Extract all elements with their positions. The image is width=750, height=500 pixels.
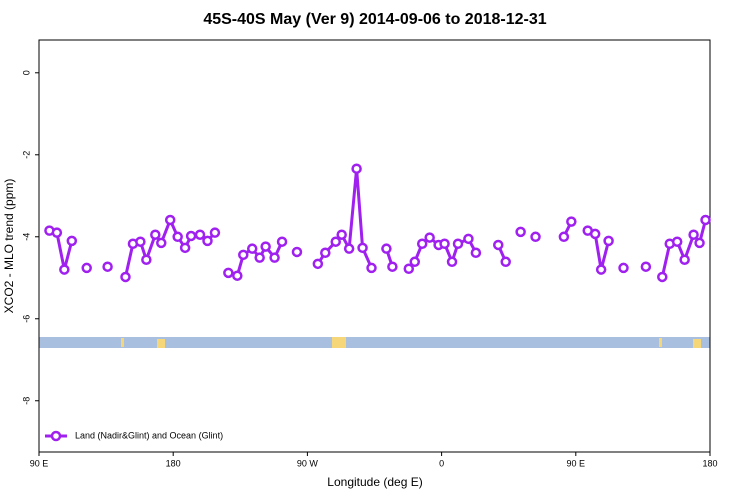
data-point bbox=[164, 214, 176, 226]
y-tick-label: -4 bbox=[21, 233, 31, 241]
data-point bbox=[700, 214, 711, 226]
data-point bbox=[66, 235, 78, 247]
data-point bbox=[51, 227, 63, 238]
land-patch bbox=[157, 339, 165, 348]
data-point bbox=[357, 242, 368, 254]
data-point bbox=[688, 229, 699, 240]
data-point bbox=[463, 233, 474, 245]
data-point bbox=[194, 229, 206, 240]
land-patch bbox=[693, 339, 701, 348]
y-tick-label: -6 bbox=[21, 315, 31, 323]
y-tick-label: 0 bbox=[21, 70, 31, 75]
y-axis-label: XCO2 - MLO trend (ppm) bbox=[2, 179, 16, 314]
chart-title: 45S-40S May (Ver 9) 2014-09-06 to 2018-1… bbox=[203, 11, 546, 28]
data-point bbox=[312, 258, 324, 270]
data-point bbox=[671, 236, 683, 247]
data-point bbox=[452, 238, 464, 249]
data-point bbox=[260, 241, 271, 252]
data-point bbox=[387, 261, 398, 272]
data-point bbox=[269, 252, 280, 263]
data-point bbox=[81, 262, 92, 274]
data-point bbox=[424, 232, 435, 243]
data-point bbox=[530, 231, 541, 243]
y-tick-label: -8 bbox=[21, 397, 31, 405]
data-point bbox=[343, 243, 355, 254]
data-point bbox=[470, 247, 482, 259]
data-point bbox=[254, 252, 265, 263]
data-point bbox=[232, 270, 243, 281]
data-point bbox=[493, 239, 504, 251]
data-point bbox=[416, 238, 428, 249]
legend-marker bbox=[50, 430, 62, 442]
data-point bbox=[150, 229, 161, 240]
data-point bbox=[141, 254, 152, 265]
data-point bbox=[589, 228, 601, 240]
data-point bbox=[102, 261, 113, 272]
data-point bbox=[446, 256, 458, 268]
x-tick-label: 0 bbox=[439, 458, 444, 468]
data-point bbox=[238, 249, 249, 261]
data-point bbox=[558, 231, 570, 243]
data-point bbox=[135, 236, 146, 247]
data-point bbox=[202, 235, 213, 247]
land-ocean-strip bbox=[39, 337, 710, 348]
data-point bbox=[156, 237, 167, 249]
data-point bbox=[59, 264, 70, 275]
land-patch bbox=[121, 338, 124, 347]
data-point bbox=[330, 236, 341, 247]
data-point bbox=[336, 229, 347, 240]
x-axis-label: Longitude (deg E) bbox=[327, 475, 422, 489]
data-point bbox=[320, 247, 331, 259]
data-point bbox=[276, 236, 288, 247]
data-point bbox=[403, 263, 415, 275]
x-tick-label: 180 bbox=[166, 458, 181, 468]
data-point bbox=[566, 216, 577, 227]
legend-label: Land (Nadir&Glint) and Ocean (Glint) bbox=[75, 430, 223, 440]
data-point bbox=[209, 227, 221, 238]
data-point bbox=[500, 256, 511, 268]
data-point bbox=[657, 271, 668, 283]
y-tick-label: -2 bbox=[21, 151, 31, 159]
land-patch bbox=[659, 338, 662, 347]
data-point bbox=[246, 243, 258, 254]
x-tick-label: 90 W bbox=[297, 458, 319, 468]
data-point bbox=[640, 261, 652, 272]
data-point bbox=[694, 237, 705, 249]
ocean-strip bbox=[39, 337, 710, 348]
data-point bbox=[185, 230, 197, 242]
x-tick-label: 90 E bbox=[30, 458, 49, 468]
data-point bbox=[291, 246, 303, 258]
data-point bbox=[179, 242, 191, 254]
land-patch bbox=[332, 337, 346, 348]
data-point bbox=[381, 243, 392, 254]
x-tick-label: 180 bbox=[702, 458, 717, 468]
x-tick-label: 90 E bbox=[567, 458, 586, 468]
data-point bbox=[223, 267, 234, 279]
data-point bbox=[618, 262, 629, 274]
data-point bbox=[595, 264, 607, 275]
data-point bbox=[120, 271, 131, 283]
data-point bbox=[515, 226, 526, 238]
data-point bbox=[409, 256, 421, 268]
data-point bbox=[366, 262, 377, 274]
plot-frame bbox=[38, 39, 711, 453]
data-point bbox=[172, 231, 183, 243]
data-point bbox=[351, 163, 362, 174]
data-point bbox=[679, 254, 690, 265]
data-point bbox=[439, 238, 450, 249]
data-point bbox=[603, 235, 614, 247]
